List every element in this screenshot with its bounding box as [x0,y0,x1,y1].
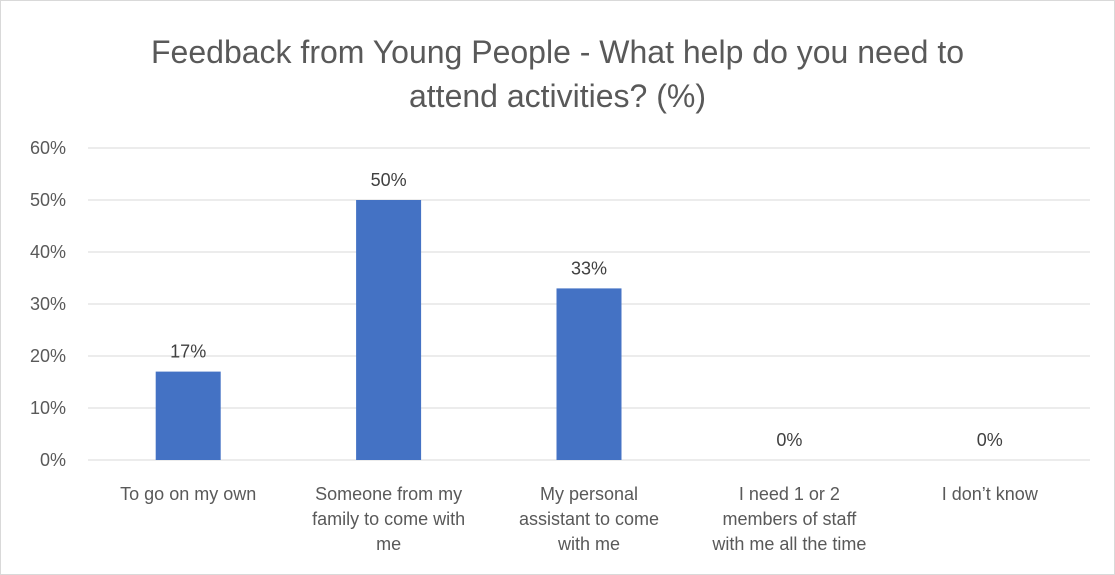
data-labels: 17% 50% 33% 0% 0% [170,170,1003,450]
category-label: I need 1 or 2 members of staff with me all… [711,484,866,554]
bar [155,371,221,460]
category-label-line: I don’t know [942,484,1039,504]
category-label-line: I need 1 or 2 [739,484,840,504]
y-tick-label: 30% [30,294,66,314]
category-label-line: with me all the time [711,534,866,554]
bars [155,200,622,460]
y-tick-label: 10% [30,398,66,418]
category-label-line: assistant to come [519,509,659,529]
bar [356,200,422,460]
category-label: To go on my own [120,484,256,504]
data-label: 17% [170,342,206,362]
category-label-line: My personal [540,484,638,504]
chart-title-line-1: Feedback from Young People - What help d… [151,34,964,70]
category-label-line: me [376,534,401,554]
y-axis-tick-labels: 0% 10% 20% 30% 40% 50% 60% [30,138,66,470]
y-tick-label: 40% [30,242,66,262]
chart-title-line-2: attend activities? (%) [408,78,706,114]
category-label: I don’t know [942,484,1039,504]
data-label: 50% [371,170,407,190]
bar [556,288,622,460]
category-label-line: family to come with [312,509,465,529]
category-label: Someone from my family to come with me [312,484,465,554]
y-tick-label: 0% [40,450,66,470]
category-label-line: with me [557,534,620,554]
x-axis-category-labels: To go on my own Someone from my family to … [120,484,1039,554]
data-label: 33% [571,258,607,278]
data-label: 0% [776,430,802,450]
y-tick-label: 60% [30,138,66,158]
category-label-line: To go on my own [120,484,256,504]
category-label-line: members of staff [723,509,858,529]
data-label: 0% [977,430,1003,450]
chart-title: Feedback from Young People - What help d… [0,30,1115,118]
y-tick-label: 20% [30,346,66,366]
y-tick-label: 50% [30,190,66,210]
category-label-line: Someone from my [315,484,462,504]
category-label: My personal assistant to come with me [519,484,659,554]
